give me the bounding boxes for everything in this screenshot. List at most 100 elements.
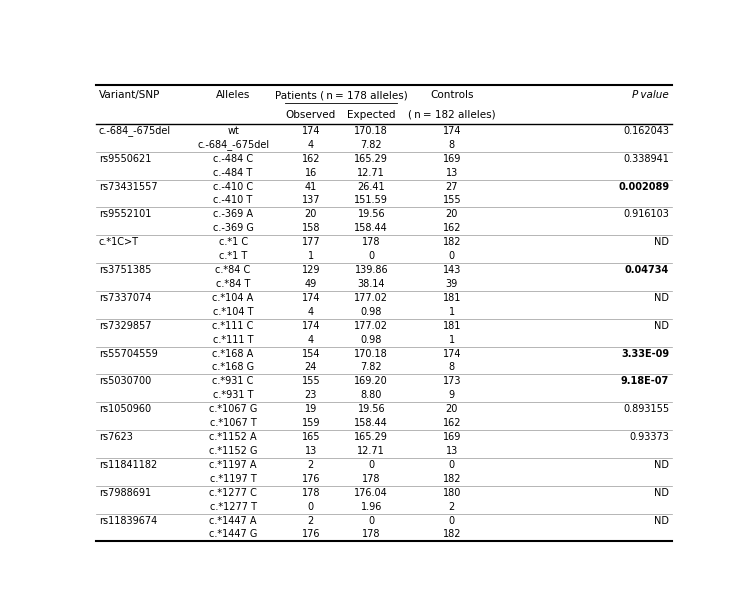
Text: 0: 0 [449,251,455,261]
Text: 176: 176 [301,530,320,540]
Text: 1: 1 [449,335,455,345]
Text: 182: 182 [443,530,461,540]
Text: 4: 4 [307,335,314,345]
Text: Variant/SNP: Variant/SNP [99,90,160,100]
Text: 178: 178 [362,474,381,484]
Text: 24: 24 [304,362,317,373]
Text: c.-410 T: c.-410 T [213,196,253,205]
Text: 0: 0 [307,502,314,511]
Text: 129: 129 [301,265,320,275]
Text: ND: ND [654,460,669,470]
Text: 158.44: 158.44 [355,418,388,428]
Text: rs11841182: rs11841182 [99,460,157,470]
Text: 0.98: 0.98 [361,335,382,345]
Text: c.*1067 G: c.*1067 G [209,404,257,414]
Text: c.*111 C: c.*111 C [212,321,254,331]
Text: 182: 182 [443,474,461,484]
Text: 178: 178 [301,488,320,498]
Text: c.*84 T: c.*84 T [216,279,251,289]
Text: 174: 174 [443,348,461,359]
Text: 20: 20 [304,210,317,219]
Text: ( n = 182 alleles): ( n = 182 alleles) [408,109,496,120]
Text: 26.41: 26.41 [358,181,385,191]
Text: ND: ND [654,237,669,247]
Text: P value: P value [632,90,669,100]
Text: c.-484 C: c.-484 C [213,154,253,164]
Text: 0.162043: 0.162043 [623,126,669,136]
Text: 174: 174 [443,126,461,136]
Text: 13: 13 [304,446,317,456]
Text: rs3751385: rs3751385 [99,265,151,275]
Text: 3.33E-09: 3.33E-09 [621,348,669,359]
Text: 176: 176 [301,474,320,484]
Text: ND: ND [654,516,669,525]
Text: 174: 174 [301,126,320,136]
Text: rs55704559: rs55704559 [99,348,158,359]
Text: c.*168 G: c.*168 G [212,362,254,373]
Text: Controls: Controls [430,90,473,100]
Text: ND: ND [654,321,669,331]
Text: 7.82: 7.82 [361,362,382,373]
Text: Expected: Expected [347,109,396,120]
Text: 27: 27 [446,181,458,191]
Text: ND: ND [654,488,669,498]
Text: c.-684_-675del: c.-684_-675del [99,125,171,136]
Text: rs7337074: rs7337074 [99,293,151,303]
Text: 182: 182 [443,237,461,247]
Text: 7.82: 7.82 [361,140,382,150]
Text: 4: 4 [307,307,314,316]
Text: 162: 162 [301,154,320,164]
Text: 137: 137 [301,196,320,205]
Text: 0.916103: 0.916103 [623,210,669,219]
Text: 169.20: 169.20 [355,376,388,386]
Text: 20: 20 [446,210,458,219]
Text: c.-410 C: c.-410 C [213,181,253,191]
Text: rs9552101: rs9552101 [99,210,151,219]
Text: c.*931 T: c.*931 T [213,390,254,400]
Text: 13: 13 [446,446,458,456]
Text: 2: 2 [307,516,314,525]
Text: 174: 174 [301,293,320,303]
Text: 181: 181 [443,321,461,331]
Text: 4: 4 [307,140,314,150]
Text: 169: 169 [443,154,461,164]
Text: 38.14: 38.14 [358,279,385,289]
Text: Patients ( n = 178 alleles): Patients ( n = 178 alleles) [275,90,408,100]
Text: c.*1197 A: c.*1197 A [209,460,257,470]
Text: wt: wt [227,126,239,136]
Text: 169: 169 [443,432,461,442]
Text: c.*1C>T: c.*1C>T [99,237,138,247]
Text: 9: 9 [449,390,455,400]
Text: rs7623: rs7623 [99,432,132,442]
Text: 1.96: 1.96 [361,502,382,511]
Text: c.*1197 T: c.*1197 T [209,474,257,484]
Text: 20: 20 [446,404,458,414]
Text: c.-369 G: c.-369 G [212,223,254,233]
Text: 12.71: 12.71 [358,446,385,456]
Text: 139.86: 139.86 [355,265,388,275]
Text: 0.338941: 0.338941 [623,154,669,164]
Text: rs11839674: rs11839674 [99,516,157,525]
Text: 23: 23 [304,390,317,400]
Text: c.*104 T: c.*104 T [213,307,254,316]
Text: 0.98: 0.98 [361,307,382,316]
Text: 16: 16 [304,167,317,178]
Text: c.*1152 A: c.*1152 A [209,432,257,442]
Text: 177.02: 177.02 [355,293,388,303]
Text: 13: 13 [446,167,458,178]
Text: rs7988691: rs7988691 [99,488,151,498]
Text: 158: 158 [301,223,320,233]
Text: rs9550621: rs9550621 [99,154,151,164]
Text: 0.002089: 0.002089 [618,181,669,191]
Text: 162: 162 [443,223,461,233]
Text: 158.44: 158.44 [355,223,388,233]
Text: 174: 174 [301,321,320,331]
Text: 0.04734: 0.04734 [625,265,669,275]
Text: 155: 155 [443,196,462,205]
Text: 170.18: 170.18 [355,348,388,359]
Text: 49: 49 [304,279,317,289]
Text: 165: 165 [301,432,320,442]
Text: c.*168 A: c.*168 A [212,348,254,359]
Text: Alleles: Alleles [216,90,251,100]
Text: c.*1277 T: c.*1277 T [209,502,257,511]
